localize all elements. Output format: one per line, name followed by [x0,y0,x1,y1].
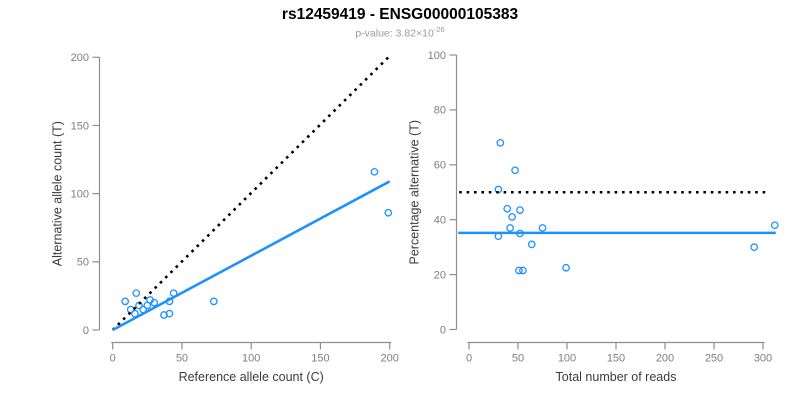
data-point [750,243,759,251]
y-tick-label: 0 [83,325,89,337]
data-point [370,167,379,176]
data-point [770,221,779,230]
x-tick-label: 100 [242,353,260,365]
data-point [506,224,515,232]
y-tick-label: 0 [440,324,446,336]
page-title: rs12459419 - ENSG00000105383 [281,6,519,23]
y-axis-label: Alternative allele count (T) [51,121,65,266]
y-tick-label: 20 [434,269,446,281]
p-value-subtitle: p-value: 3.82×10-26 [0,25,800,40]
data-point [538,224,547,232]
data-point [384,208,393,217]
x-tick-label: 150 [607,353,625,365]
data-point [516,206,524,214]
data-point [132,289,141,298]
x-tick-label: 150 [311,353,329,365]
data-point [562,263,570,272]
x-axis-label: Total number of reads [556,370,677,384]
data-point [519,266,527,275]
x-tick-label: 200 [381,353,399,365]
x-axis-label: Reference allele count (C) [179,370,324,384]
data-point [165,309,174,318]
y-tick-label: 40 [434,215,446,227]
y-tick-label: 100 [428,50,446,62]
y-tick-label: 100 [71,188,89,200]
data-point [515,266,523,275]
y-tick-label: 50 [77,257,89,269]
y-tick-label: 200 [71,52,89,64]
fit-line [112,180,391,332]
data-point [209,297,218,306]
p-value-base: p-value: 3.82×10 [355,27,434,40]
data-point [126,305,135,314]
data-point [511,166,519,175]
data-point [508,213,516,221]
identity-line [111,56,390,331]
data-point [121,297,130,306]
x-tick-label: 200 [656,353,674,365]
y-tick-label: 60 [434,160,446,172]
x-tick-label: 300 [754,353,772,365]
y-tick-label: 150 [71,120,89,132]
x-tick-label: 100 [558,353,576,365]
x-tick-label: 50 [512,353,524,365]
data-point [496,138,505,147]
data-point [150,298,159,307]
x-tick-label: 250 [705,353,723,365]
x-tick-label: 0 [466,353,472,365]
p-value-exponent: -26 [433,25,445,34]
y-axis-label: Percentage alternative (T) [408,120,422,265]
data-point [503,204,512,213]
x-tick-label: 50 [176,353,188,365]
x-tick-label: 0 [110,353,116,365]
data-point [527,240,536,249]
y-tick-label: 80 [434,105,446,117]
